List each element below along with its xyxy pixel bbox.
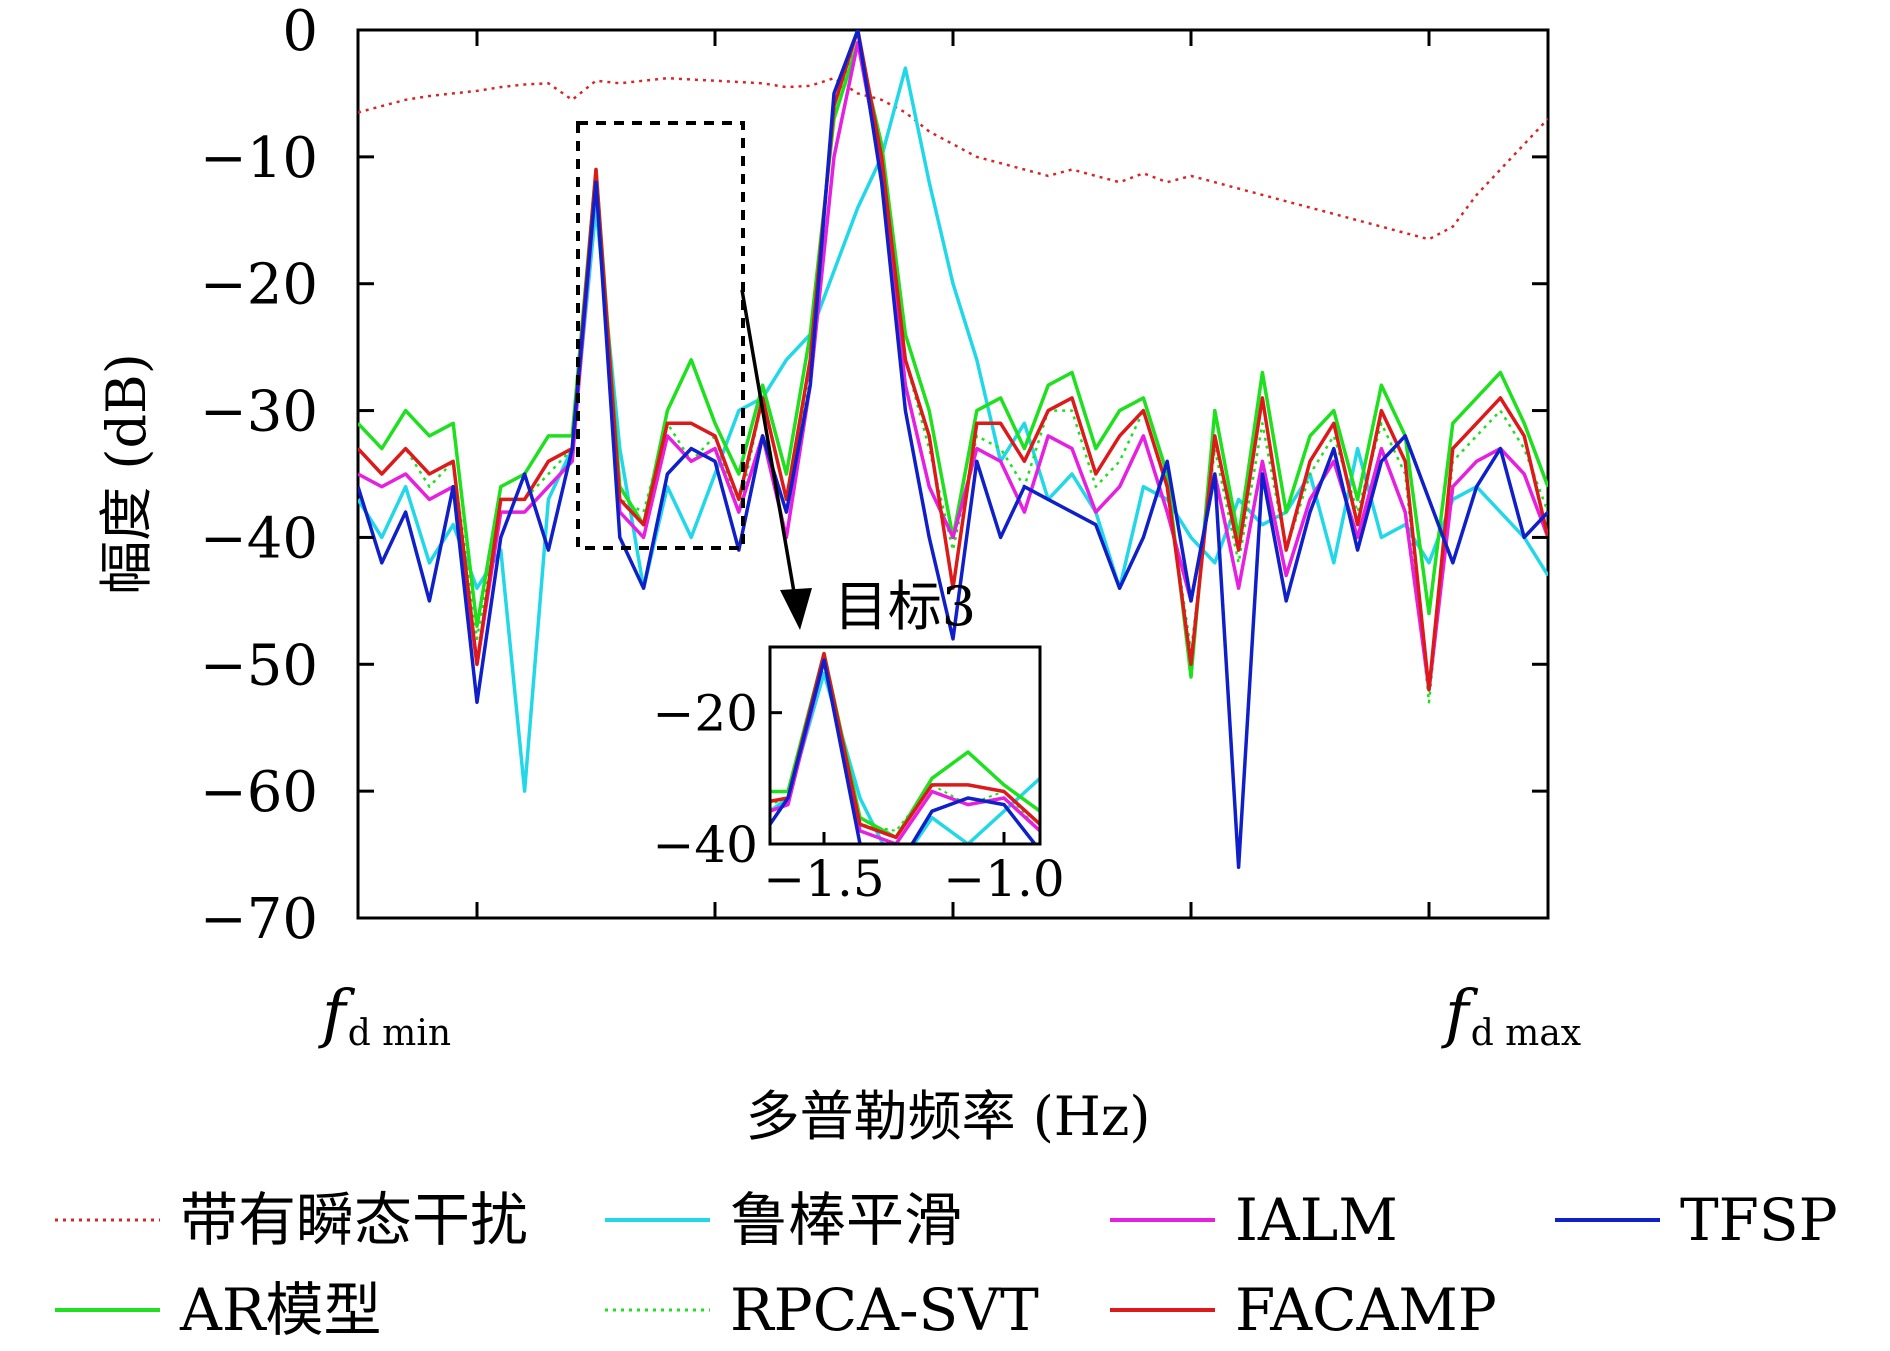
xtick-label-fdmin: fd min (318, 977, 451, 1054)
xtick-fdmin-sub: d min (348, 1013, 451, 1054)
inset-ytick-label: −40 (652, 816, 758, 874)
series-line-3 (358, 30, 1548, 870)
legend-label: IALM (1235, 1186, 1398, 1254)
ytick-label: −40 (200, 506, 318, 571)
ytick-label: −10 (200, 126, 318, 191)
legend-label: TFSP (1680, 1186, 1838, 1254)
x-axis-title: 多普勒频率 (Hz) (746, 1085, 1151, 1148)
zoom-arrow (740, 289, 797, 599)
legend-label: 带有瞬态干扰 (180, 1186, 528, 1254)
y-axis-title: 幅度 (dB) (95, 353, 158, 595)
inset-xtick-label: −1.5 (763, 850, 884, 908)
ytick-label: −60 (200, 760, 318, 825)
legend-label: FACAMP (1235, 1276, 1497, 1344)
series-line-6 (358, 30, 1548, 692)
ytick-label: −50 (200, 633, 318, 698)
ytick-label: −20 (200, 253, 318, 318)
inset-series-line-3 (770, 658, 1038, 844)
inset-background (770, 647, 1040, 844)
legend-label: 鲁棒平滑 (730, 1186, 962, 1254)
inset-title: 目标3 (834, 575, 976, 638)
legend-label: RPCA-SVT (730, 1276, 1039, 1344)
xtick-label-fdmax: fd max (1441, 977, 1581, 1054)
inset-series-line-5 (770, 659, 1040, 832)
zoom-arrowhead (780, 588, 812, 630)
ytick-label: −30 (200, 380, 318, 445)
series-line-0 (358, 76, 1548, 241)
ytick-label: −70 (200, 887, 318, 952)
inset-frame (768, 645, 1042, 846)
ytick-label: 0 (282, 0, 318, 64)
inset-ytick-label: −20 (652, 685, 758, 743)
inset-xtick-label: −1.0 (943, 850, 1064, 908)
xtick-fdmax-sub: d max (1471, 1013, 1581, 1054)
legend-label: AR模型 (179, 1276, 382, 1344)
zoom-region-box (576, 121, 745, 550)
